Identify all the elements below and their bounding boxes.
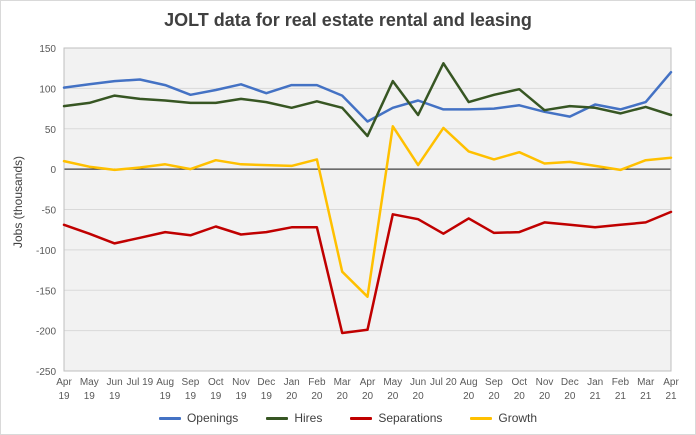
x-tick-label: Dec <box>257 377 275 388</box>
x-tick-label: Sep <box>485 377 503 388</box>
legend-label: Growth <box>498 411 538 425</box>
legend-swatch <box>266 416 289 420</box>
x-tick-label: Mar <box>637 377 655 388</box>
series-line-hires <box>62 62 673 138</box>
legend-swatch <box>350 416 373 420</box>
x-tick-label-year: 20 <box>514 391 526 402</box>
x-tick-label: May <box>383 377 402 388</box>
legend-item-growth: Growth <box>470 411 537 425</box>
y-tick-label: -150 <box>36 286 56 297</box>
x-tick-label-year: 20 <box>311 391 323 402</box>
x-tick-label-year: 19 <box>160 391 172 402</box>
x-tick-label: Apr <box>360 377 376 388</box>
x-tick-label: Feb <box>612 377 630 388</box>
x-tick-label: Nov <box>232 377 250 388</box>
x-tick-label-year: 20 <box>488 391 500 402</box>
x-tick-label-year: 19 <box>261 391 273 402</box>
legend-label: Openings <box>186 411 239 425</box>
legend-label: Hires <box>294 411 323 425</box>
y-tick-label: -250 <box>36 367 56 378</box>
plot-border <box>63 47 672 372</box>
legend-item-separations: Separations <box>350 411 442 425</box>
x-tick-label-year: 19 <box>235 391 247 402</box>
x-tick-label: Jul 20 <box>430 377 457 388</box>
x-tick-label: Jun <box>410 377 426 388</box>
x-tick-label: Apr <box>56 377 72 388</box>
x-tick-label-year: 19 <box>185 391 197 402</box>
x-tick-label: Jun <box>107 377 123 388</box>
legend-item-openings: Openings <box>158 411 239 425</box>
y-tick-label: 0 <box>50 165 56 176</box>
x-tick-label: Aug <box>156 377 174 388</box>
x-tick-label-year: 21 <box>665 391 677 402</box>
x-tick-label: May <box>80 377 99 388</box>
x-tick-label-year: 19 <box>58 391 70 402</box>
series-line-openings <box>62 70 673 123</box>
y-tick-label: 50 <box>45 125 57 136</box>
x-tick-label-year: 19 <box>210 391 222 402</box>
x-tick-label-year: 19 <box>109 391 121 402</box>
legend-item-hires: Hires <box>266 411 322 425</box>
x-tick-label: Nov <box>536 377 554 388</box>
x-tick-label-year: 20 <box>337 391 349 402</box>
x-tick-label-year: 20 <box>413 391 425 402</box>
series-line-separations <box>62 210 673 335</box>
y-tick-label: -200 <box>36 327 56 338</box>
x-tick-label-year: 20 <box>539 391 551 402</box>
chart-title: JOLT data for real estate rental and lea… <box>164 10 532 30</box>
x-tick-label-year: 19 <box>84 391 96 402</box>
y-tick-label: 150 <box>39 44 56 55</box>
legend-label: Separations <box>378 411 443 425</box>
legend-swatch <box>470 416 493 420</box>
x-tick-label: Jul 19 <box>127 377 154 388</box>
y-tick-label: -50 <box>42 206 57 217</box>
x-tick-label-year: 21 <box>590 391 602 402</box>
y-tick-label: -100 <box>36 246 56 257</box>
x-tick-label-year: 20 <box>387 391 399 402</box>
x-tick-label-year: 20 <box>362 391 374 402</box>
x-tick-label-year: 20 <box>286 391 298 402</box>
x-tick-label: Jan <box>587 377 603 388</box>
x-tick-label: Aug <box>460 377 478 388</box>
x-tick-label: Mar <box>334 377 352 388</box>
legend: Openings Hires Separations Growth <box>0 411 696 425</box>
x-tick-label-year: 20 <box>564 391 576 402</box>
legend-swatch <box>158 416 181 420</box>
x-tick-label: Sep <box>182 377 200 388</box>
x-tick-label-year: 21 <box>615 391 627 402</box>
x-tick-label: Oct <box>208 377 224 388</box>
series-line-growth <box>62 125 673 298</box>
y-tick-label: 100 <box>39 84 56 95</box>
x-tick-label-year: 20 <box>463 391 475 402</box>
x-tick-label: Oct <box>511 377 527 388</box>
x-tick-label: Jan <box>284 377 300 388</box>
x-tick-label-year: 21 <box>640 391 652 402</box>
x-tick-label: Dec <box>561 377 579 388</box>
x-tick-label: Apr <box>663 377 679 388</box>
x-tick-label: Feb <box>308 377 326 388</box>
